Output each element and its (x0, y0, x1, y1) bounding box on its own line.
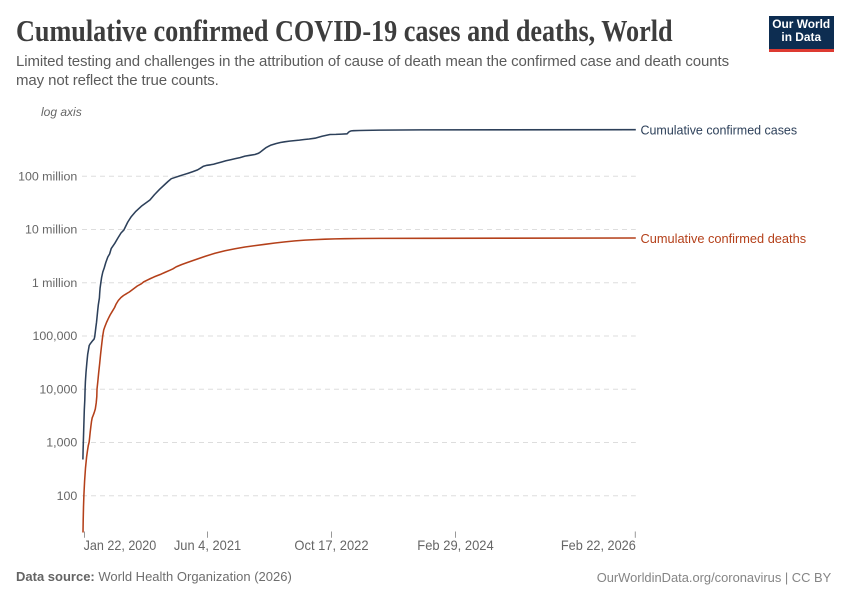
svg-text:log axis: log axis (41, 105, 82, 119)
svg-text:10 million: 10 million (25, 223, 77, 237)
svg-text:Jan 22, 2020: Jan 22, 2020 (84, 537, 157, 553)
svg-text:10,000: 10,000 (39, 382, 77, 396)
svg-text:Feb 22, 2026: Feb 22, 2026 (561, 537, 636, 553)
svg-text:Oct 17, 2022: Oct 17, 2022 (294, 537, 368, 553)
svg-text:100 million: 100 million (18, 169, 77, 183)
svg-text:Cumulative confirmed cases: Cumulative confirmed cases (641, 124, 798, 138)
svg-text:Feb 29, 2024: Feb 29, 2024 (417, 537, 494, 553)
svg-text:1 million: 1 million (32, 276, 78, 290)
svg-text:100: 100 (57, 489, 78, 503)
svg-text:1,000: 1,000 (46, 436, 77, 450)
svg-text:100,000: 100,000 (33, 329, 78, 343)
svg-text:Cumulative confirmed deaths: Cumulative confirmed deaths (641, 232, 807, 246)
svg-text:Jun 4, 2021: Jun 4, 2021 (174, 537, 241, 553)
